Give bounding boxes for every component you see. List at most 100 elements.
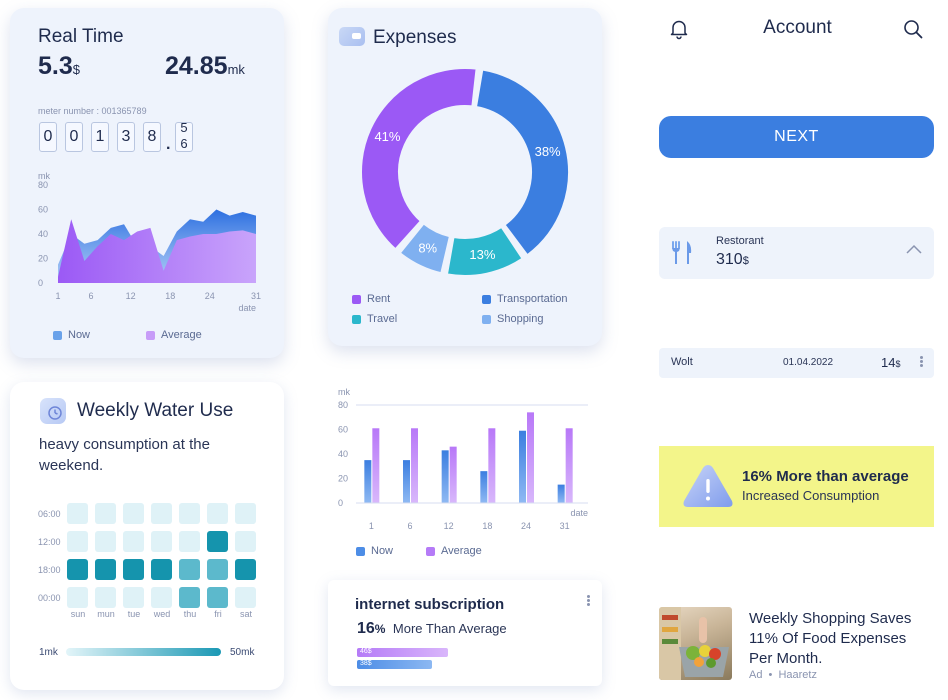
average-area-series [58,219,256,283]
subscription-bar-average: 46$ [357,648,448,657]
heatmap-cell [207,559,228,580]
heatmap-cell [67,587,88,608]
x-tick-label: 18 [165,291,175,301]
weekly-water-card: Weekly Water Use heavy consumption at th… [10,382,284,690]
heatmap-cell [151,531,172,552]
category-amount-unit: $ [742,255,749,267]
y-tick-label: 80 [38,180,48,190]
heatmap-scale-min: 1mk [39,647,58,658]
meter-number-label: meter number : 001365789 [38,106,147,116]
subscription-card: internet subscription 16% More Than Aver… [328,580,602,686]
y-tick-label: 40 [338,449,348,459]
heatmap-cell [151,503,172,524]
transportation-label: Transportation [497,293,568,305]
heatmap-day-label: fri [214,609,222,619]
heatmap-cell [179,587,200,608]
ad-headline[interactable]: Weekly Shopping Saves 11% Of Food Expens… [749,609,911,669]
chevron-up-icon[interactable] [905,243,923,257]
now-bar [557,484,565,503]
rent-swatch [352,294,361,304]
warning-icon [681,461,735,511]
bell-icon[interactable] [668,18,690,40]
meter-digit: 0 [65,122,83,152]
clock-icon [40,398,66,424]
subscription-pct-sign: % [374,622,386,636]
heatmap-cell [95,503,116,524]
alert-subtitle: Increased Consumption [742,488,880,503]
heatmap-time-label: 06:00 [38,509,61,519]
heatmap-cell [151,559,172,580]
donut-label-shopping: 8% [418,240,437,255]
now-bar [403,460,410,503]
legend-average-label: Average [161,329,202,341]
usage-unit: mk [227,62,245,77]
donut-label-transportation: 38% [535,144,561,159]
usage-number: 24.85 [165,52,228,80]
y-tick-label: 80 [338,400,348,410]
heatmap-cell [67,531,88,552]
meter-decimal-bottom: 6 [180,136,188,151]
travel-label: Travel [367,313,398,325]
fork-knife-icon [669,239,695,267]
expenses-legend-shopping: Shopping [482,313,544,325]
cost-value: 5.3$ [38,52,80,81]
donut-slice-transportation [475,68,570,257]
compare-legend-average: Average [426,545,482,557]
category-amount-number: 310 [716,251,743,268]
heatmap-cell [95,559,116,580]
subscription-text: More Than Average [392,621,507,636]
usage-value: 24.85mk [165,52,245,81]
heatmap-cell [67,559,88,580]
ad-dot-separator: • [768,669,773,681]
transaction-more-icon[interactable] [917,355,925,371]
heatmap-cell [95,531,116,552]
meter-decimal-digit: 5 6 [175,122,193,152]
cost-number: 5.3 [38,52,73,80]
heatmap-cell [123,587,144,608]
ad-thumbnail[interactable] [659,607,732,680]
transaction-amount-unit: $ [895,359,901,369]
category-name: Restorant [716,235,764,247]
x-tick-label: 31 [560,521,570,531]
y-tick-label: 60 [38,205,48,215]
x-tick-label: 1 [369,521,374,531]
search-icon[interactable] [902,18,924,40]
ad-headline-line: Weekly Shopping Saves [749,610,912,627]
subscription-title: internet subscription [355,596,505,613]
transaction-date: 01.04.2022 [783,357,834,368]
heatmap-cell [179,531,200,552]
subscription-more-icon[interactable] [583,594,593,610]
donut-label-travel: 13% [469,247,495,262]
compare-legend-now: Now [356,545,393,557]
donut-slice-shopping [398,222,451,275]
category-row[interactable]: Restorant 310$ [659,227,934,279]
transaction-name: Wolt [671,356,693,368]
now-bar [480,471,488,503]
heatmap-cell [235,503,256,524]
heatmap-scale-max: 50mk [230,647,255,658]
heatmap-cell [179,559,200,580]
wallet-icon [339,27,365,46]
cost-unit: $ [72,62,80,77]
transaction-row[interactable]: Wolt 01.04.2022 14$ [659,348,934,378]
transportation-swatch [482,294,491,304]
subscription-pct-number: 16 [357,620,375,637]
transaction-amount: 14$ [881,354,900,372]
x-tick-label: 24 [205,291,215,301]
ad-headline-line: 11% Of Food Expenses [749,630,907,647]
next-button[interactable]: NEXT [659,116,934,158]
heatmap-day-label: wed [153,609,171,619]
ad-source: Haaretz [778,669,817,681]
heatmap-day-label: tue [127,609,141,619]
heatmap-cell [67,503,88,524]
now-swatch [53,330,62,340]
y-axis-unit-label: mk [338,387,350,397]
y-tick-label: 20 [38,254,48,264]
realtime-legend-average: Average [146,329,202,341]
legend-now-label: Now [68,329,91,341]
legend-average-label: Average [441,545,482,557]
expenses-legend-travel: Travel [352,313,397,325]
meter-digit: 1 [91,122,109,152]
subscription-bar-now-label: 38$ [360,660,372,667]
